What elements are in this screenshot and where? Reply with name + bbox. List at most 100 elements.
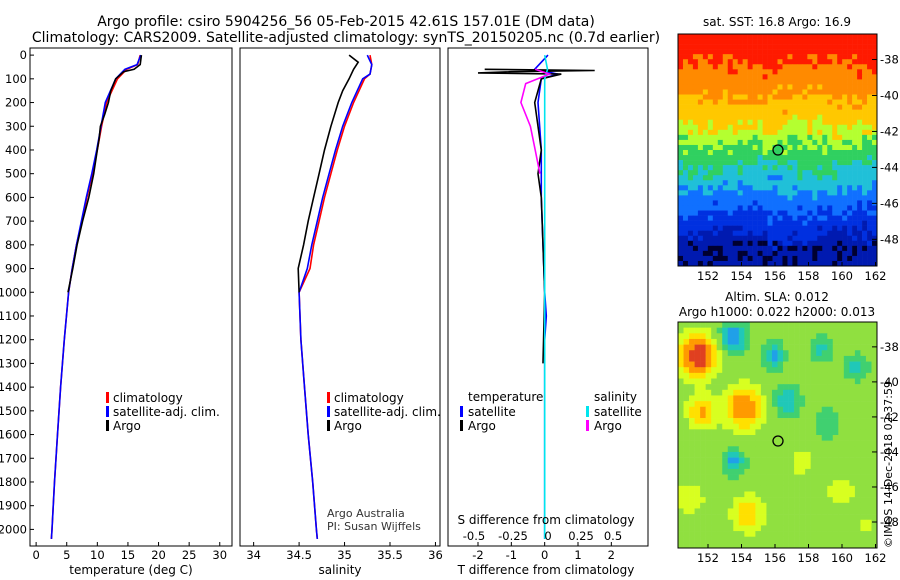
sla-cell [816, 519, 823, 526]
sst-cell [727, 205, 734, 211]
sst-cell [737, 170, 743, 176]
sla-cell [865, 542, 872, 549]
sst-cell [767, 200, 773, 206]
legend-argo-swatch [327, 420, 330, 431]
sst-cell [707, 94, 714, 100]
sst-cell [682, 245, 689, 252]
sla-cell [771, 429, 778, 436]
sst-cell [837, 220, 843, 226]
sla-cell [849, 457, 856, 464]
sst-cell [802, 34, 808, 40]
sst-cell [777, 119, 783, 126]
sla-cell [860, 435, 867, 441]
sst-cell [827, 144, 833, 151]
sla-cell [832, 322, 839, 328]
sst-cell [752, 139, 758, 146]
sla-cell [705, 406, 712, 413]
sst-cell [742, 129, 748, 136]
sst-cell [727, 139, 734, 146]
sla-cell [705, 367, 712, 374]
sla-cell [689, 491, 695, 498]
sst-cell [747, 124, 753, 131]
sst-cell [702, 195, 709, 201]
sst-cell [727, 260, 734, 267]
sst-cell [752, 54, 758, 60]
sst-cell [772, 160, 778, 166]
sst-cell [827, 114, 833, 121]
sst-cell [722, 59, 729, 65]
sla-cell [843, 429, 850, 436]
sst-cell [717, 74, 724, 80]
sst-cell [837, 250, 843, 257]
sst-cell [692, 185, 699, 191]
sla-cell [849, 485, 856, 492]
legend-argo-label: Argo [113, 419, 141, 433]
sla-cell [827, 395, 834, 402]
sla-cell [744, 333, 751, 340]
sst-cell [792, 44, 798, 50]
sst-cell [797, 34, 803, 40]
sla-cell [794, 531, 800, 537]
sst-cell [678, 39, 684, 45]
sst-cell [712, 190, 719, 196]
sst-cell [852, 99, 858, 105]
sst-cell [827, 104, 833, 110]
sst-cell [807, 245, 813, 252]
sla-cell [755, 344, 762, 351]
sst-cell [812, 84, 818, 90]
s-tick-label-3: 0.25 [568, 529, 594, 543]
sst-cell [832, 220, 838, 226]
sla-cell [738, 435, 745, 441]
sst-cell [732, 69, 738, 75]
lat-tick-label-sla-yticks-3: -44 [880, 445, 899, 459]
sst-cell [762, 210, 768, 216]
sst-cell [732, 190, 738, 196]
sst-cell [822, 255, 828, 262]
sst-cell [802, 220, 808, 226]
sst-cell [767, 74, 773, 80]
sst-cell [807, 235, 813, 242]
sst-cell [767, 180, 773, 186]
sla-cell [821, 514, 828, 521]
sst-cell [727, 49, 734, 55]
sst-cell [712, 84, 719, 90]
sla-cell [711, 338, 717, 345]
sla-cell [821, 457, 828, 464]
sst-cell [822, 144, 828, 151]
legend-satellite-label: satellite-adj. clim. [113, 405, 220, 419]
sst-cell [832, 34, 838, 40]
sla-cell [810, 378, 817, 385]
sla-cell [727, 474, 734, 481]
sst-cell [707, 34, 714, 40]
sst-cell [727, 144, 734, 151]
sst-cell [792, 215, 798, 221]
sla-cell [832, 474, 839, 481]
sla-cell [716, 395, 723, 402]
sla-cell [711, 361, 717, 368]
sst-cell [737, 235, 743, 242]
sst-cell [727, 109, 734, 115]
sla-cell [705, 350, 712, 357]
sla-cell [777, 485, 784, 492]
sla-cell [678, 463, 684, 470]
sla-cell [788, 355, 795, 362]
sst-cell [752, 144, 758, 151]
sst-cell [722, 180, 729, 186]
sla-cell [777, 333, 784, 340]
sst-cell [802, 260, 808, 267]
sla-cell [816, 322, 823, 328]
sst-cell [812, 69, 818, 75]
sla-cell [744, 508, 751, 515]
sla-cell [678, 338, 684, 345]
sla-cell [683, 350, 690, 357]
sst-cell [812, 49, 818, 55]
sst-cell [847, 89, 853, 95]
sla-cell [838, 531, 845, 537]
sst-cell [757, 139, 763, 146]
sst-cell [797, 150, 803, 156]
sst-cell [822, 165, 828, 171]
sst-cell [832, 69, 838, 75]
sla-cell [799, 355, 806, 362]
sst-cell [802, 99, 808, 105]
sst-cell [787, 49, 793, 55]
